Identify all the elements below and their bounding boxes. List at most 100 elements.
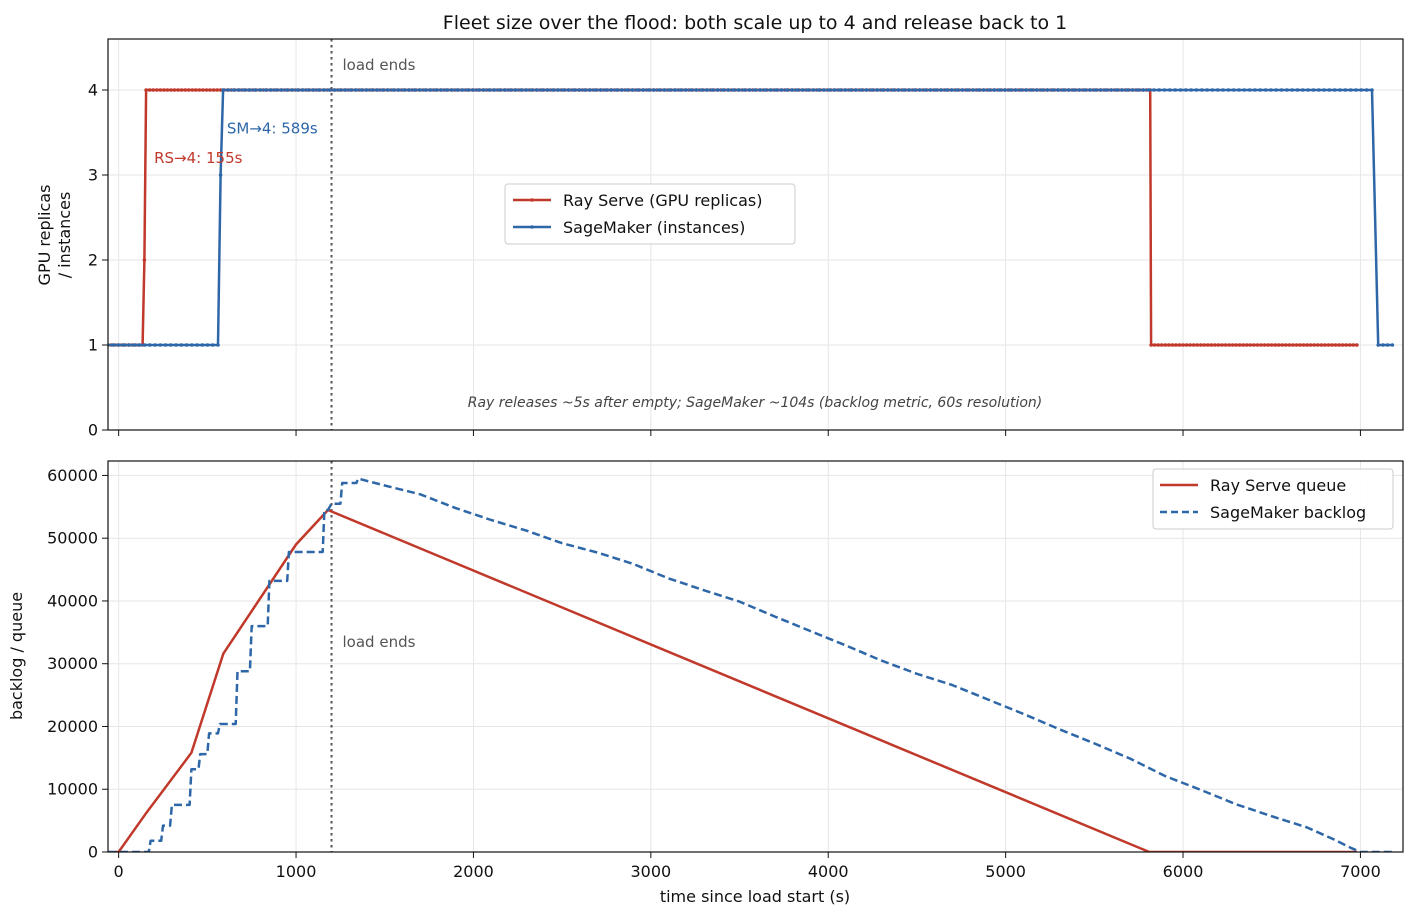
replicas-marker-ray — [1163, 343, 1168, 347]
replicas-marker-ray — [1259, 343, 1263, 347]
backlog-legend: Ray Serve queue SageMaker backlog — [1152, 468, 1394, 530]
replicas-marker-ray — [1188, 343, 1192, 347]
replicas-marker-sagemaker — [513, 88, 518, 92]
replicas-marker-sagemaker — [657, 88, 662, 92]
replicas-marker-sagemaker — [583, 88, 587, 92]
replicas-marker-sagemaker — [731, 88, 736, 92]
replicas-marker-sagemaker — [1237, 88, 1241, 92]
x-tick-label: 1000 — [276, 862, 317, 881]
replicas-marker-sagemaker — [237, 88, 241, 92]
replicas-marker-ray — [190, 88, 195, 92]
backlog-y-tick-label: 20000 — [47, 717, 98, 736]
replicas-marker-sagemaker — [955, 88, 959, 92]
replicas-marker-sagemaker — [232, 88, 236, 92]
replicas-marker-sagemaker — [1258, 88, 1263, 92]
replicas-marker-sagemaker — [997, 88, 1002, 92]
replicas-marker-sagemaker — [976, 88, 981, 92]
replicas-marker-sagemaker — [599, 88, 603, 92]
replicas-marker-sagemaker — [524, 88, 529, 92]
x-tick-label: 3000 — [630, 862, 671, 881]
replicas-marker-sagemaker — [174, 343, 178, 347]
backlog-legend-label-sagemaker: SageMaker backlog — [1210, 503, 1366, 522]
replicas-marker-sagemaker — [487, 88, 491, 92]
replicas-marker-sagemaker — [450, 88, 454, 92]
replicas-legend-marker-ray — [530, 198, 534, 202]
backlog-y-tick-label: 40000 — [47, 591, 98, 610]
replicas-marker-sagemaker — [163, 343, 168, 347]
replicas-marker-sagemaker — [519, 88, 523, 92]
replicas-plot-area: 0 1 2 3 4 load ends RS→4: 155s SM→4: 589s Ray re… — [88, 38, 1404, 440]
replicas-marker-sagemaker — [646, 88, 651, 92]
replicas-marker-sagemaker — [763, 88, 768, 92]
replicas-marker-sagemaker — [625, 88, 630, 92]
replicas-marker-sagemaker — [1088, 88, 1092, 92]
replicas-marker-sagemaker — [1184, 88, 1188, 92]
replicas-marker-sagemaker — [769, 88, 773, 92]
replicas-marker-sagemaker — [1173, 88, 1177, 92]
replicas-marker-ray — [1223, 343, 1228, 347]
replicas-marker-sagemaker — [662, 88, 667, 92]
replicas-marker-sagemaker — [641, 88, 646, 92]
replicas-marker-sagemaker — [891, 88, 896, 92]
replicas-marker-sagemaker — [529, 88, 534, 92]
replicas-y-tick-label: 4 — [88, 81, 98, 100]
replicas-marker-sagemaker — [218, 173, 223, 177]
replicas-marker-sagemaker — [875, 88, 880, 92]
replicas-marker-sagemaker — [1104, 88, 1108, 92]
backlog-y-axis-label: backlog / queue — [7, 592, 26, 720]
replicas-marker-sagemaker — [386, 88, 390, 92]
replicas-marker-sagemaker — [1146, 88, 1151, 92]
replicas-marker-sagemaker — [1226, 88, 1231, 92]
replicas-marker-ray — [1301, 343, 1306, 347]
replicas-marker-sagemaker — [981, 88, 986, 92]
replicas-marker-sagemaker — [1077, 88, 1082, 92]
replicas-legend-label-sagemaker: SageMaker (instances) — [563, 218, 745, 237]
replicas-marker-sagemaker — [127, 343, 131, 347]
replicas-marker-ray — [142, 258, 147, 262]
replicas-marker-sagemaker — [1348, 88, 1353, 92]
replicas-marker-sagemaker — [132, 343, 136, 347]
replicas-marker-ray — [1227, 343, 1231, 347]
replicas-marker-ray — [1340, 343, 1345, 347]
replicas-y-axis-label-line2: / instances — [55, 192, 74, 279]
replicas-marker-sagemaker — [1003, 88, 1007, 92]
replicas-marker-sagemaker — [1114, 88, 1119, 92]
replicas-marker-sagemaker — [896, 88, 901, 92]
replicas-marker-sagemaker — [923, 88, 927, 92]
replicas-legend-box — [504, 183, 796, 245]
replicas-marker-sagemaker — [311, 88, 316, 92]
replicas-marker-sagemaker — [859, 88, 864, 92]
replicas-marker-sagemaker — [492, 88, 497, 92]
replicas-marker-sagemaker — [965, 88, 970, 92]
replicas-legend: Ray Serve (GPU replicas) SageMaker (inst… — [504, 183, 796, 245]
backlog-y-tick-label: 30000 — [47, 654, 98, 673]
replicas-marker-sagemaker — [1152, 88, 1156, 92]
replicas-marker-sagemaker — [1141, 88, 1146, 92]
replicas-marker-ray — [1284, 343, 1288, 347]
replicas-marker-sagemaker — [870, 88, 874, 92]
replicas-annotation-sagemaker: SM→4: 589s — [227, 119, 318, 137]
replicas-marker-sagemaker — [694, 88, 699, 92]
x-tick-label: 0 — [114, 862, 124, 881]
replicas-marker-sagemaker — [179, 343, 184, 347]
replicas-marker-sagemaker — [1317, 88, 1321, 92]
x-tick-label: 4000 — [808, 862, 849, 881]
replicas-marker-sagemaker — [1189, 88, 1193, 92]
replicas-marker-sagemaker — [327, 88, 332, 92]
replicas-marker-sagemaker — [1242, 88, 1247, 92]
replicas-marker-ray — [1294, 343, 1299, 347]
replicas-marker-sagemaker — [1295, 88, 1300, 92]
replicas-marker-sagemaker — [928, 88, 933, 92]
x-tick-label: 7000 — [1340, 862, 1381, 881]
replicas-marker-ray — [1152, 343, 1157, 347]
replicas-marker-sagemaker — [338, 88, 342, 92]
replicas-marker-ray — [1266, 343, 1270, 347]
replicas-marker-sagemaker — [593, 88, 598, 92]
backlog-load-ends-label: load ends — [343, 633, 416, 651]
replicas-frame — [107, 38, 1404, 431]
replicas-marker-ray — [1248, 343, 1253, 347]
replicas-marker-sagemaker — [886, 88, 890, 92]
replicas-marker-sagemaker — [242, 88, 247, 92]
replicas-marker-sagemaker — [551, 88, 555, 92]
replicas-marker-sagemaker — [689, 88, 693, 92]
